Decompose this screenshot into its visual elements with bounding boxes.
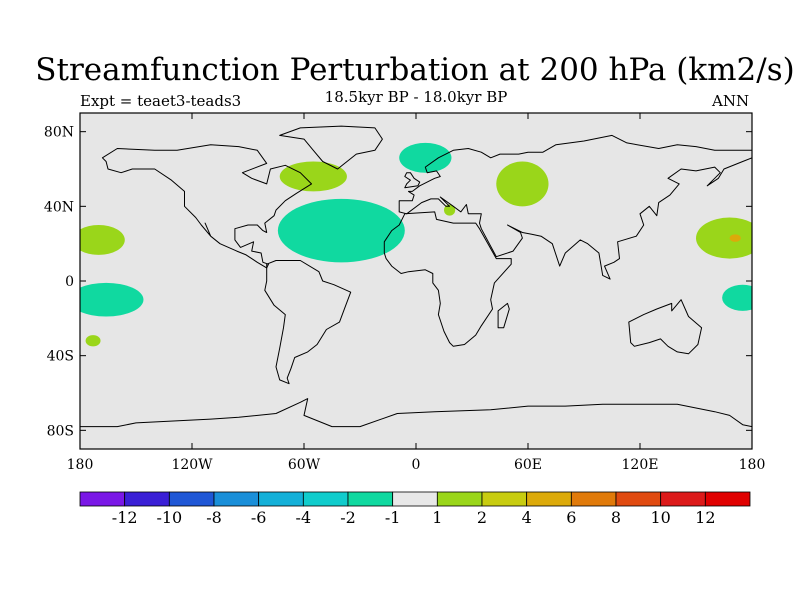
anomaly-negative-1 [399, 142, 452, 173]
anomaly-positive-7 [696, 217, 752, 259]
colorbar-swatch [168, 491, 215, 507]
coastline-britain [404, 172, 421, 189]
colorbar-swatch [526, 491, 572, 507]
anomaly-positive-5 [279, 161, 347, 192]
colorbar-label: -6 [251, 508, 267, 527]
colorbar-label: -1 [385, 508, 401, 527]
colorbar-swatch [704, 491, 751, 507]
colorbar-label: 6 [566, 508, 576, 527]
coastline-australia [628, 299, 703, 355]
coastline-north-america [101, 144, 312, 269]
lat-tick-label: 0 [65, 274, 74, 290]
anomaly-positive-6 [80, 225, 125, 255]
colorbar-label: -12 [112, 508, 138, 527]
coastline-greenland [279, 125, 383, 170]
colorbar-swatch [660, 491, 706, 507]
colorbar-label: 10 [650, 508, 670, 527]
lat-tick-label: 80S [47, 423, 74, 439]
colorbar-swatch [436, 491, 483, 507]
lon-tick-label: 120W [171, 457, 213, 473]
lat-tick-label: 40S [47, 349, 74, 365]
colorbar-label: 2 [477, 508, 487, 527]
coastline-antarctica [80, 398, 752, 449]
colorbar-label: 1 [432, 508, 442, 527]
season-label: ANN [712, 92, 750, 110]
colorbar-swatch [347, 491, 394, 507]
colorbar-label: 12 [695, 508, 715, 527]
coastline-south-america [264, 260, 352, 385]
anomaly-layer [80, 142, 752, 347]
lon-tick-label: 0 [412, 457, 421, 473]
axis-ticks: 80N 40N 0 40S 80S 180 120W 60W 0 60E 120E 180 [44, 113, 765, 473]
colorbar-swatch [392, 491, 438, 507]
coastline-layer [80, 125, 752, 449]
lon-tick-label: 60W [288, 457, 321, 473]
anomaly-positive-8 [85, 335, 101, 347]
colorbar-label: -10 [156, 508, 182, 527]
anomaly-negative-3 [722, 284, 752, 311]
lon-tick-label: 180 [67, 457, 94, 473]
colorbar-swatch [615, 491, 662, 507]
colorbar-label: -2 [340, 508, 356, 527]
experiment-label: Expt = teaet3-teads3 [80, 92, 242, 110]
lat-tick-label: 80N [44, 125, 74, 141]
lon-tick-label: 120E [622, 457, 659, 473]
colorbar-swatch [570, 491, 617, 507]
colorbar-label: 4 [522, 508, 532, 527]
colorbar-swatch [481, 491, 528, 507]
lon-tick-label: 60E [514, 457, 542, 473]
colorbar-swatch [302, 491, 349, 507]
colorbar-label: -4 [296, 508, 312, 527]
colorbar-swatch [258, 491, 304, 507]
map-title: Streamfunction Perturbation at 200 hPa (… [35, 52, 795, 88]
coastline-africa [383, 211, 512, 347]
colorbar-label: -8 [206, 508, 222, 527]
anomaly-positive-4 [496, 161, 549, 207]
colorbar-swatch [213, 491, 260, 507]
colorbar: -12 -10 -8 -6 -4 -2 -1 1 2 4 6 8 10 12 [79, 491, 751, 527]
coastline-madagascar [497, 302, 510, 329]
lon-tick-label: 180 [739, 457, 766, 473]
lat-tick-label: 40N [44, 199, 74, 215]
coastline-eurasia [398, 134, 752, 280]
map-subtitle: 18.5kyr BP - 18.0kyr BP [324, 88, 508, 106]
colorbar-swatch [124, 491, 170, 507]
anomaly-negative-0 [277, 198, 405, 263]
anomaly-positive-10 [729, 234, 741, 242]
anomaly-positive-9 [444, 204, 456, 216]
colorbar-label: 8 [611, 508, 621, 527]
anomaly-negative-2 [80, 282, 144, 317]
colorbar-swatch [79, 491, 126, 507]
